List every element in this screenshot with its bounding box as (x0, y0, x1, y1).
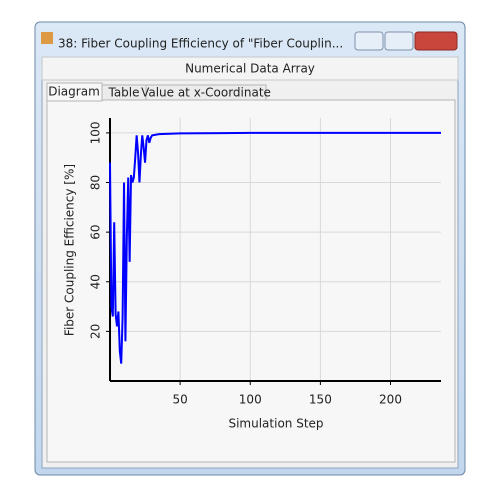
tab-label[interactable]: Table (107, 86, 139, 100)
tab-label[interactable]: Diagram (48, 85, 100, 99)
close-button[interactable] (414, 31, 458, 51)
tab-label[interactable]: Value at x-Coordinate (141, 86, 271, 100)
y-tick-label: 80 (89, 175, 103, 190)
tab[interactable] (145, 84, 267, 101)
minimize-button[interactable] (354, 31, 384, 51)
data-line (109, 131, 441, 364)
y-tick-label: 100 (89, 121, 103, 144)
app-icon (41, 32, 53, 44)
x-tick-label: 100 (239, 393, 262, 407)
tab-panel (46, 99, 456, 463)
x-tick-label: 150 (309, 393, 332, 407)
y-tick-label: 40 (89, 274, 103, 289)
y-tick-label: 60 (89, 224, 103, 239)
window-title: 38: Fiber Coupling Efficiency of "Fiber … (58, 37, 343, 51)
x-tick-label: 200 (379, 393, 402, 407)
subtitle-bar (41, 56, 459, 81)
x-tick-label: 50 (172, 393, 187, 407)
y-axis-label: Fiber Coupling Efficiency [%] (63, 164, 77, 336)
subtitle: Numerical Data Array (185, 62, 315, 76)
x-axis-label: Simulation Step (228, 417, 323, 431)
y-tick-label: 20 (89, 324, 103, 339)
maximize-button[interactable] (384, 31, 414, 51)
